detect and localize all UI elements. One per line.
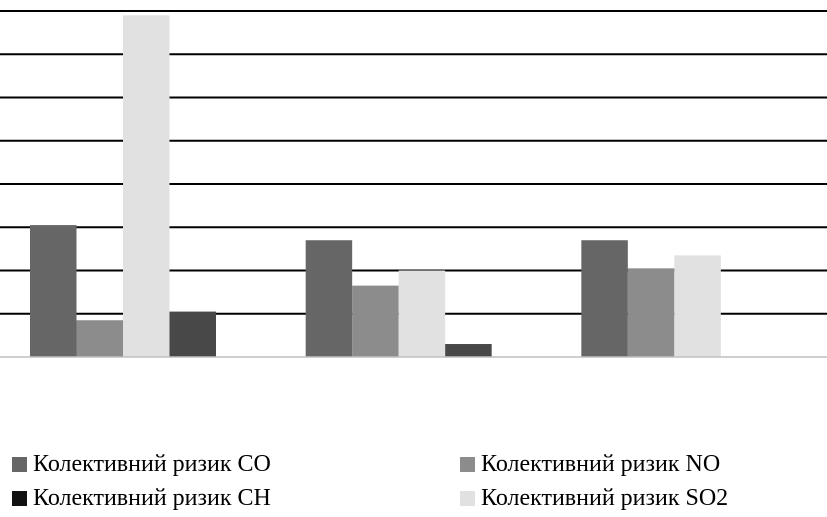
legend-item-no: Колективний ризик NO <box>460 452 720 476</box>
legend-label-so2: Колективний ризик SO2 <box>481 485 729 511</box>
bar-so2-group-3 <box>674 255 721 357</box>
bar-so2-group-2 <box>398 270 446 357</box>
bar-no-group-1 <box>76 320 123 357</box>
legend-item-co: Колективний ризик CO <box>12 452 271 476</box>
bar-no-group-3 <box>627 268 675 357</box>
bar-ch-group-2 <box>445 344 492 357</box>
legend-swatch-co <box>12 456 27 472</box>
bar-no-group-2 <box>352 285 399 357</box>
legend-swatch-so2 <box>460 490 475 506</box>
legend-swatch-no <box>460 456 475 472</box>
bars <box>30 15 721 357</box>
bar-chart <box>0 10 827 358</box>
legend-label-ch: Колективний ризик CH <box>33 485 271 511</box>
legend-label-co: Колективний ризик CO <box>33 451 271 477</box>
bar-co-group-3 <box>581 240 628 357</box>
legend-swatch-ch <box>12 490 27 506</box>
legend-item-ch: Колективний ризик CH <box>12 486 271 510</box>
bar-co-group-2 <box>305 240 353 357</box>
legend: Колективний ризик CO Колективний ризик N… <box>0 448 827 517</box>
bar-so2-group-1 <box>123 15 170 357</box>
bar-co-group-1 <box>30 225 77 357</box>
legend-label-no: Колективний ризик NO <box>481 451 721 477</box>
legend-item-so2: Колективний ризик SO2 <box>460 486 728 510</box>
bar-ch-group-1 <box>169 311 216 357</box>
